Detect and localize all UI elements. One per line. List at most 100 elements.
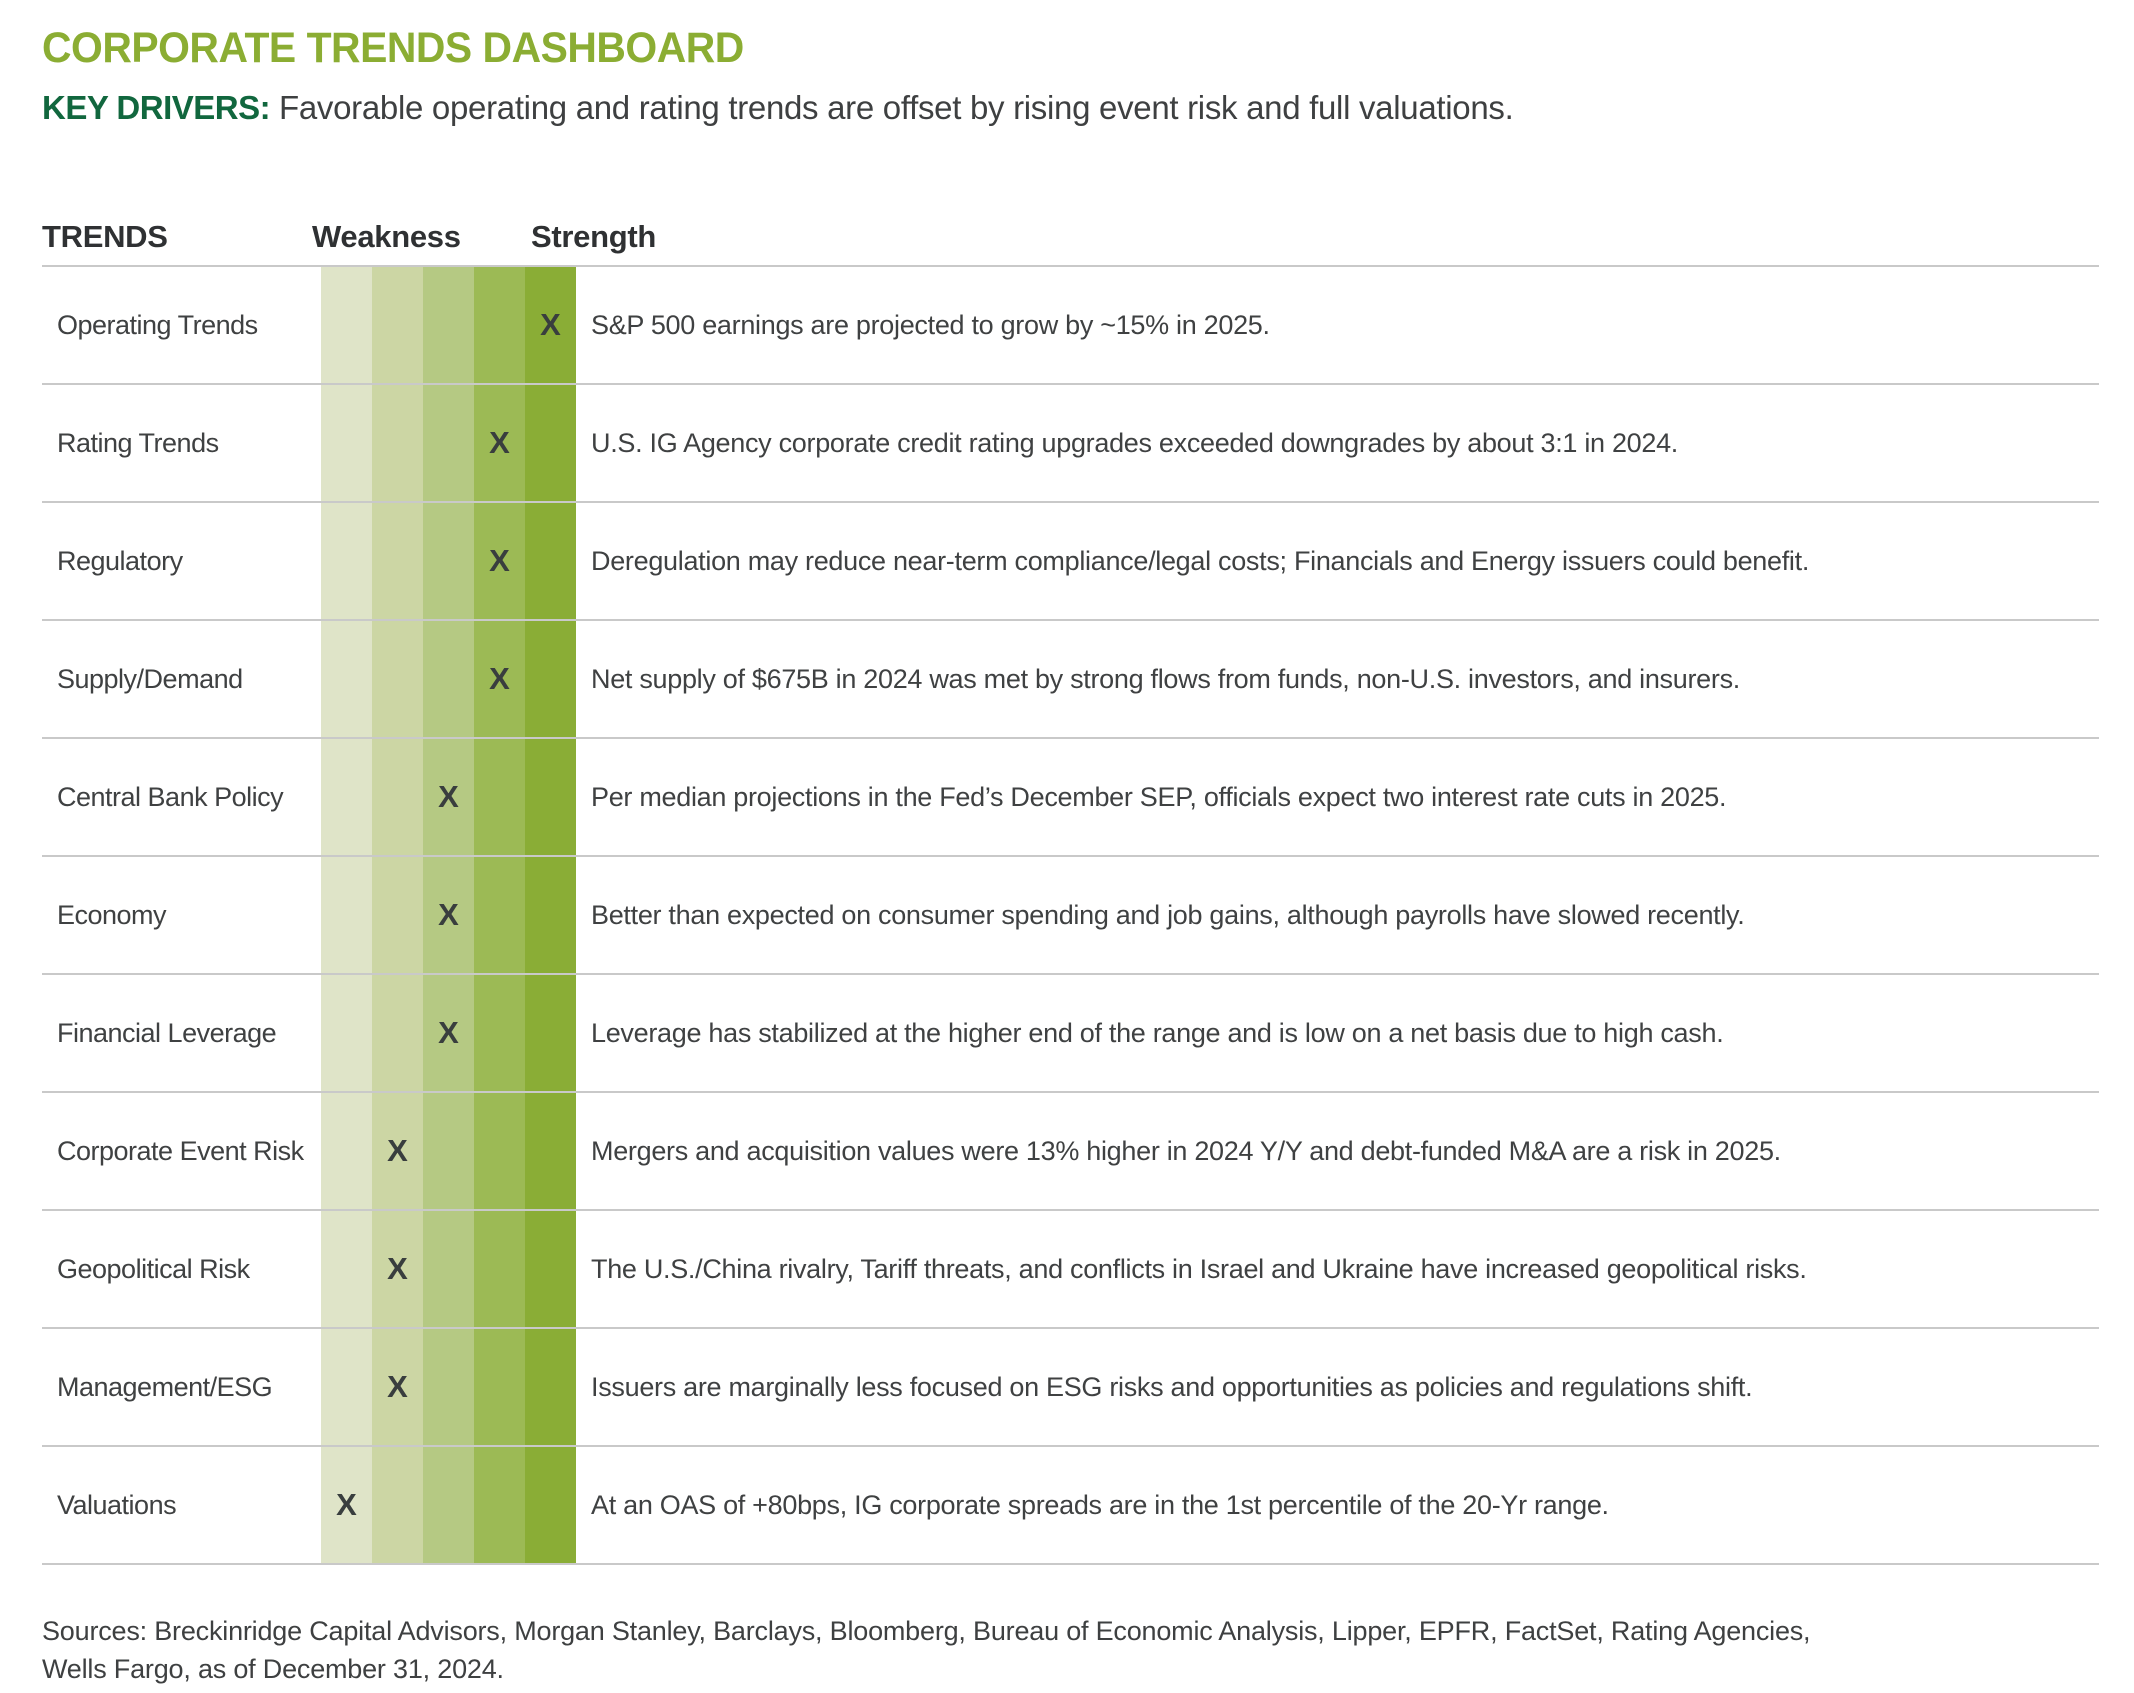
trend-label: Regulatory xyxy=(57,545,183,576)
table-row: Corporate Event Risk X Mergers and acqui… xyxy=(42,1091,2099,1209)
trend-description: Net supply of $675B in 2024 was met by s… xyxy=(591,663,1740,694)
scale-cell-1 xyxy=(321,267,372,383)
scale-cell-1 xyxy=(321,975,372,1091)
scale-cell-5 xyxy=(525,739,576,855)
scale-cell-3 xyxy=(423,1211,474,1327)
page-subtitle: KEY DRIVERS: Favorable operating and rat… xyxy=(42,89,2099,127)
page-title: CORPORATE TRENDS DASHBOARD xyxy=(42,24,744,72)
table-row: Management/ESG X Issuers are marginally … xyxy=(42,1327,2099,1445)
scale-strip: X xyxy=(321,1093,576,1209)
scale-cell-1 xyxy=(321,1093,372,1209)
trend-label: Supply/Demand xyxy=(57,663,243,694)
scale-cell-4 xyxy=(474,1329,525,1445)
scale-cell-2 xyxy=(372,739,423,855)
scale-cell-1 xyxy=(321,503,372,619)
trend-label: Central Bank Policy xyxy=(57,781,284,812)
scale-cell-2 xyxy=(372,385,423,501)
scale-cell-4 xyxy=(474,267,525,383)
table-row: Valuations X At an OAS of +80bps, IG cor… xyxy=(42,1445,2099,1565)
table-row: Rating Trends X U.S. IG Agency corporate… xyxy=(42,383,2099,501)
scale-cell-3: X xyxy=(423,857,474,973)
scale-header: Weakness Strength xyxy=(312,217,656,255)
x-marker: X xyxy=(387,1251,408,1286)
scale-cell-2 xyxy=(372,1447,423,1563)
trend-description: Better than expected on consumer spendin… xyxy=(591,899,1745,930)
scale-cell-5 xyxy=(525,1447,576,1563)
scale-cell-1 xyxy=(321,1211,372,1327)
trend-label: Valuations xyxy=(57,1489,177,1520)
scale-cell-4: X xyxy=(474,503,525,619)
scale-strip: X xyxy=(321,739,576,855)
table-row: Geopolitical Risk X The U.S./China rival… xyxy=(42,1209,2099,1327)
scale-cell-2 xyxy=(372,975,423,1091)
trend-description: Leverage has stabilized at the higher en… xyxy=(591,1017,1724,1048)
scale-cell-4: X xyxy=(474,621,525,737)
scale-cell-4 xyxy=(474,1093,525,1209)
x-marker: X xyxy=(540,307,561,342)
table-row: Financial Leverage X Leverage has stabil… xyxy=(42,973,2099,1091)
trend-label: Operating Trends xyxy=(57,309,258,340)
x-marker: X xyxy=(489,543,510,578)
table-body: Operating Trends X S&P 500 earnings are … xyxy=(42,265,2099,1565)
scale-cell-5 xyxy=(525,975,576,1091)
scale-cell-1 xyxy=(321,739,372,855)
scale-cell-4 xyxy=(474,1447,525,1563)
x-marker: X xyxy=(489,425,510,460)
x-marker: X xyxy=(489,661,510,696)
trend-description: Deregulation may reduce near-term compli… xyxy=(591,545,1810,576)
trend-label: Geopolitical Risk xyxy=(57,1253,250,1284)
scale-cell-1: X xyxy=(321,1447,372,1563)
scale-cell-3 xyxy=(423,1093,474,1209)
scale-cell-3 xyxy=(423,1447,474,1563)
scale-cell-4: X xyxy=(474,385,525,501)
sources-note: Sources: Breckinridge Capital Advisors, … xyxy=(42,1613,2099,1689)
trend-description: Mergers and acquisition values were 13% … xyxy=(591,1135,1781,1166)
key-drivers-label: KEY DRIVERS: xyxy=(42,89,271,126)
scale-strip: X xyxy=(321,385,576,501)
scale-cell-1 xyxy=(321,621,372,737)
trend-description: At an OAS of +80bps, IG corporate spread… xyxy=(591,1489,1609,1520)
scale-cell-3 xyxy=(423,503,474,619)
scale-strip: X xyxy=(321,1329,576,1445)
scale-cell-3 xyxy=(423,385,474,501)
scale-cell-5: X xyxy=(525,267,576,383)
scale-cell-3 xyxy=(423,1329,474,1445)
trend-label: Financial Leverage xyxy=(57,1017,277,1048)
scale-cell-2 xyxy=(372,621,423,737)
sources-line-1: Sources: Breckinridge Capital Advisors, … xyxy=(42,1616,1811,1646)
trend-label: Economy xyxy=(57,899,167,930)
scale-cell-5 xyxy=(525,1093,576,1209)
scale-strip: X xyxy=(321,621,576,737)
trend-description: Issuers are marginally less focused on E… xyxy=(591,1371,1753,1402)
scale-cell-4 xyxy=(474,857,525,973)
column-header-weakness: Weakness xyxy=(312,219,461,254)
sources-line-2: Wells Fargo, as of December 31, 2024. xyxy=(42,1653,504,1684)
scale-cell-1 xyxy=(321,857,372,973)
x-marker: X xyxy=(438,779,459,814)
scale-cell-4 xyxy=(474,1211,525,1327)
scale-cell-2: X xyxy=(372,1329,423,1445)
column-header-trends: TRENDS xyxy=(42,219,168,254)
scale-cell-3: X xyxy=(423,739,474,855)
scale-cell-5 xyxy=(525,385,576,501)
scale-cell-1 xyxy=(321,1329,372,1445)
scale-cell-3: X xyxy=(423,975,474,1091)
scale-cell-5 xyxy=(525,1211,576,1327)
scale-cell-5 xyxy=(525,503,576,619)
scale-strip: X xyxy=(321,267,576,383)
table-row: Central Bank Policy X Per median project… xyxy=(42,737,2099,855)
scale-cell-5 xyxy=(525,1329,576,1445)
scale-cell-5 xyxy=(525,621,576,737)
trend-description: Per median projections in the Fed’s Dece… xyxy=(591,781,1727,812)
scale-cell-2: X xyxy=(372,1093,423,1209)
trends-table: TRENDS Weakness Strength Operating Trend… xyxy=(42,187,2099,1565)
trend-label: Rating Trends xyxy=(57,427,219,458)
trend-label: Management/ESG xyxy=(57,1371,273,1402)
table-row: Economy X Better than expected on consum… xyxy=(42,855,2099,973)
table-row: Supply/Demand X Net supply of $675B in 2… xyxy=(42,619,2099,737)
scale-strip: X xyxy=(321,1447,576,1563)
table-row: Regulatory X Deregulation may reduce nea… xyxy=(42,501,2099,619)
x-marker: X xyxy=(336,1487,357,1522)
x-marker: X xyxy=(438,1015,459,1050)
